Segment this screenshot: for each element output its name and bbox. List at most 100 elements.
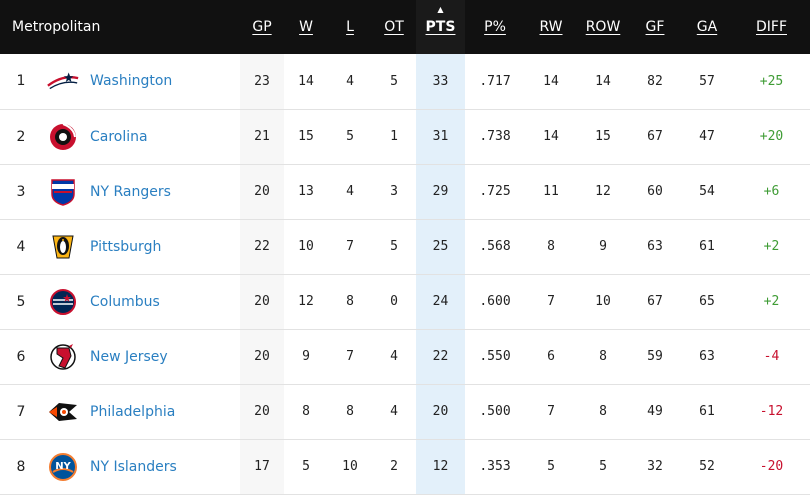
- stat-ga: 57: [699, 73, 715, 89]
- stat-ot: 3: [390, 184, 398, 199]
- col-ot[interactable]: OT: [372, 0, 416, 54]
- col-gf[interactable]: GF: [629, 0, 681, 54]
- stat-gp: 21: [240, 109, 284, 164]
- table-row: 6 New Jersey 20 9 7 4 22 .550 6 8 59 63 …: [0, 329, 810, 384]
- stat-gp: 20: [240, 164, 284, 219]
- stat-rw: 8: [547, 239, 555, 254]
- stat-ga: 61: [699, 404, 715, 419]
- stat-l: 4: [346, 184, 354, 199]
- stat-pts: 29: [416, 164, 465, 219]
- stat-pts: 22: [416, 329, 465, 384]
- stat-rw: 7: [547, 404, 555, 419]
- stat-l: 8: [346, 404, 354, 419]
- stat-gf: 49: [647, 404, 663, 419]
- stat-ga: 54: [699, 184, 715, 199]
- col-gp[interactable]: GP: [240, 0, 284, 54]
- blue-jackets-logo: [46, 285, 80, 319]
- division-title: Metropolitan: [12, 19, 101, 35]
- col-row-label[interactable]: ROW: [585, 19, 621, 35]
- col-w[interactable]: W: [284, 0, 328, 54]
- stat-diff: -4: [763, 349, 780, 364]
- col-w-label[interactable]: W: [299, 19, 313, 35]
- col-pts[interactable]: ▲ PTS: [416, 0, 465, 54]
- col-ga[interactable]: GA: [681, 0, 733, 54]
- stat-gp: 20: [240, 274, 284, 329]
- team-cell[interactable]: Carolina: [42, 109, 240, 164]
- stat-l: 7: [346, 239, 354, 254]
- col-pts-label[interactable]: PTS: [425, 19, 456, 35]
- stat-row: 10: [595, 294, 611, 309]
- team-cell[interactable]: New Jersey: [42, 329, 240, 384]
- stat-gf: 67: [647, 129, 663, 144]
- team-name-link[interactable]: NY Rangers: [90, 183, 171, 200]
- stat-rw: 14: [543, 73, 559, 89]
- stat-pct: .738: [479, 129, 511, 144]
- col-diff[interactable]: DIFF: [733, 0, 810, 54]
- team-rank: 5: [16, 293, 26, 310]
- col-rw[interactable]: RW: [525, 0, 577, 54]
- team-rank: 7: [16, 403, 26, 420]
- stat-diff: +6: [763, 184, 780, 199]
- col-rw-label[interactable]: RW: [539, 19, 563, 35]
- team-name-link[interactable]: New Jersey: [90, 348, 168, 365]
- stat-diff: -12: [759, 404, 784, 419]
- col-pct[interactable]: P%: [465, 0, 525, 54]
- team-name-link[interactable]: Carolina: [90, 128, 148, 145]
- team-name-link[interactable]: NY Islanders: [90, 458, 177, 475]
- stat-gp: 17: [240, 439, 284, 494]
- col-l-label[interactable]: L: [346, 19, 354, 35]
- stat-l: 7: [346, 349, 354, 364]
- col-gf-label[interactable]: GF: [645, 19, 665, 35]
- team-name-link[interactable]: Pittsburgh: [90, 238, 162, 255]
- col-gp-label[interactable]: GP: [252, 19, 272, 35]
- stat-gf: 63: [647, 239, 663, 254]
- stat-diff: -20: [759, 459, 784, 474]
- stat-w: 12: [298, 294, 314, 309]
- team-name-link[interactable]: Washington: [90, 73, 173, 90]
- stat-rw: 14: [543, 129, 559, 144]
- stat-pct: .500: [479, 404, 511, 419]
- team-rank: 3: [16, 183, 26, 200]
- stat-l: 5: [346, 129, 354, 144]
- col-l[interactable]: L: [328, 0, 372, 54]
- stat-w: 10: [298, 239, 314, 254]
- stat-pts: 25: [416, 219, 465, 274]
- stat-ot: 5: [390, 73, 398, 89]
- team-cell[interactable]: Columbus: [42, 274, 240, 329]
- stat-gf: 67: [647, 294, 663, 309]
- team-name-link[interactable]: Columbus: [90, 293, 160, 310]
- stat-row: 8: [599, 404, 607, 419]
- team-cell[interactable]: Philadelphia: [42, 384, 240, 439]
- col-pct-label[interactable]: P%: [484, 19, 506, 35]
- team-cell[interactable]: Washington: [42, 54, 240, 109]
- stat-row: 12: [595, 184, 611, 199]
- stat-pct: .550: [479, 349, 511, 364]
- svg-text:NY: NY: [55, 461, 71, 472]
- col-ot-label[interactable]: OT: [384, 19, 404, 35]
- stat-ot: 4: [390, 404, 398, 419]
- stat-pct: .353: [479, 459, 511, 474]
- team-cell[interactable]: Pittsburgh: [42, 219, 240, 274]
- stat-diff: +20: [759, 129, 784, 144]
- team-cell[interactable]: NY NY Islanders: [42, 439, 240, 494]
- stat-row: 15: [595, 129, 611, 144]
- table-row: 1 Washington 23 14 4 5 33 .717 14 14 82 …: [0, 54, 810, 109]
- sort-up-icon: ▲: [437, 5, 444, 14]
- stat-w: 9: [302, 349, 310, 364]
- col-diff-label[interactable]: DIFF: [755, 19, 787, 35]
- stat-w: 5: [302, 459, 310, 474]
- stat-ot: 4: [390, 349, 398, 364]
- islanders-logo: NY: [46, 450, 80, 484]
- stat-pct: .600: [479, 294, 511, 309]
- stat-ot: 5: [390, 239, 398, 254]
- hurricanes-logo: [46, 120, 80, 154]
- team-name-link[interactable]: Philadelphia: [90, 403, 176, 420]
- col-ga-label[interactable]: GA: [696, 19, 718, 35]
- stat-gp: 20: [240, 329, 284, 384]
- stat-ga: 65: [699, 294, 715, 309]
- stat-rw: 7: [547, 294, 555, 309]
- col-row[interactable]: ROW: [577, 0, 629, 54]
- team-cell[interactable]: NY Rangers: [42, 164, 240, 219]
- stat-gp: 22: [240, 219, 284, 274]
- stat-diff: +25: [759, 73, 784, 89]
